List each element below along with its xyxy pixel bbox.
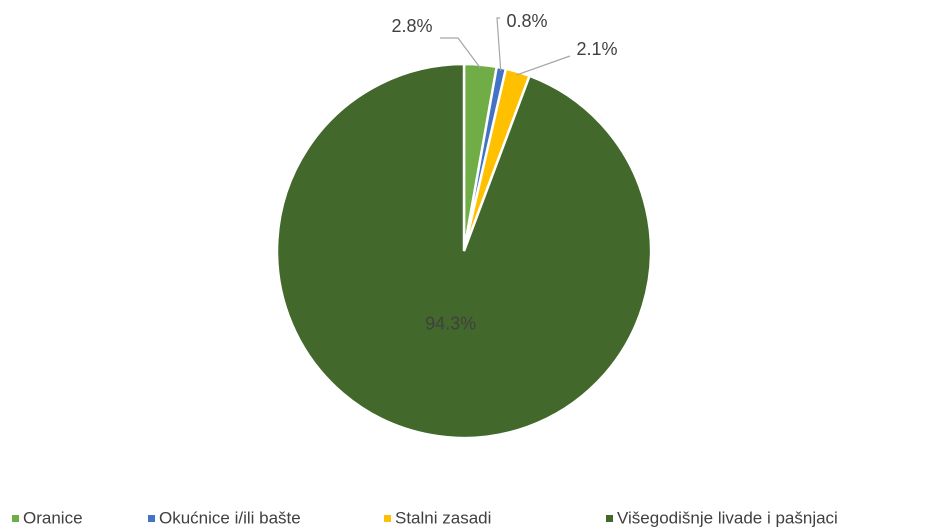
legend-swatch xyxy=(148,515,155,522)
pie-slice xyxy=(275,62,653,440)
data-label: 2.8% xyxy=(391,16,432,36)
legend-label: Stalni zasadi xyxy=(395,508,491,527)
legend-label: Višegodišnje livade i pašnjaci xyxy=(617,508,838,527)
data-label: 0.8% xyxy=(506,11,547,31)
data-label: 94.3% xyxy=(425,313,476,333)
legend-swatch xyxy=(12,515,19,522)
pie xyxy=(275,62,653,440)
legend-label: Oranice xyxy=(23,508,83,527)
leader-line xyxy=(440,37,481,69)
legend-label: Okućnice i/ili bašte xyxy=(159,508,301,527)
legend-swatch xyxy=(384,515,391,522)
legend: Oranice Okućnice i/ili bašte Stalni zasadi… xyxy=(12,508,838,527)
legend-swatch xyxy=(606,515,613,522)
data-label: 2.1% xyxy=(576,39,617,59)
leader-line xyxy=(496,17,502,71)
data-labels: 2.8% 0.8% 2.1% 94.3% xyxy=(391,11,617,334)
leader-line xyxy=(516,55,571,76)
